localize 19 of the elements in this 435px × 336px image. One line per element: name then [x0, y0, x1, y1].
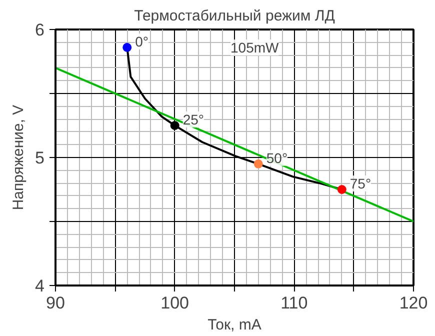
annotation: 105mW — [230, 40, 280, 56]
x-tick-label: 120 — [399, 294, 428, 312]
x-tick-label: 110 — [280, 294, 308, 312]
y-tick-label: 5 — [35, 148, 45, 168]
point — [170, 121, 180, 130]
x-axis-title: Ток, mA — [208, 316, 262, 334]
x-tick-label: 100 — [160, 294, 190, 312]
annotation: 0° — [135, 33, 148, 50]
point — [254, 159, 263, 168]
chart-title: Термостабильный режим ЛД — [134, 8, 335, 24]
y-axis-title: Напряжение, V — [10, 104, 28, 210]
point — [337, 185, 346, 194]
annotation: 25° — [182, 112, 204, 128]
annotation: 75° — [350, 176, 372, 192]
point — [122, 42, 132, 52]
annotation: 50° — [266, 150, 288, 166]
x-tick-label: 90 — [46, 294, 65, 312]
y-tick-label: 6 — [35, 20, 45, 40]
y-tick-label: 4 — [35, 276, 45, 296]
